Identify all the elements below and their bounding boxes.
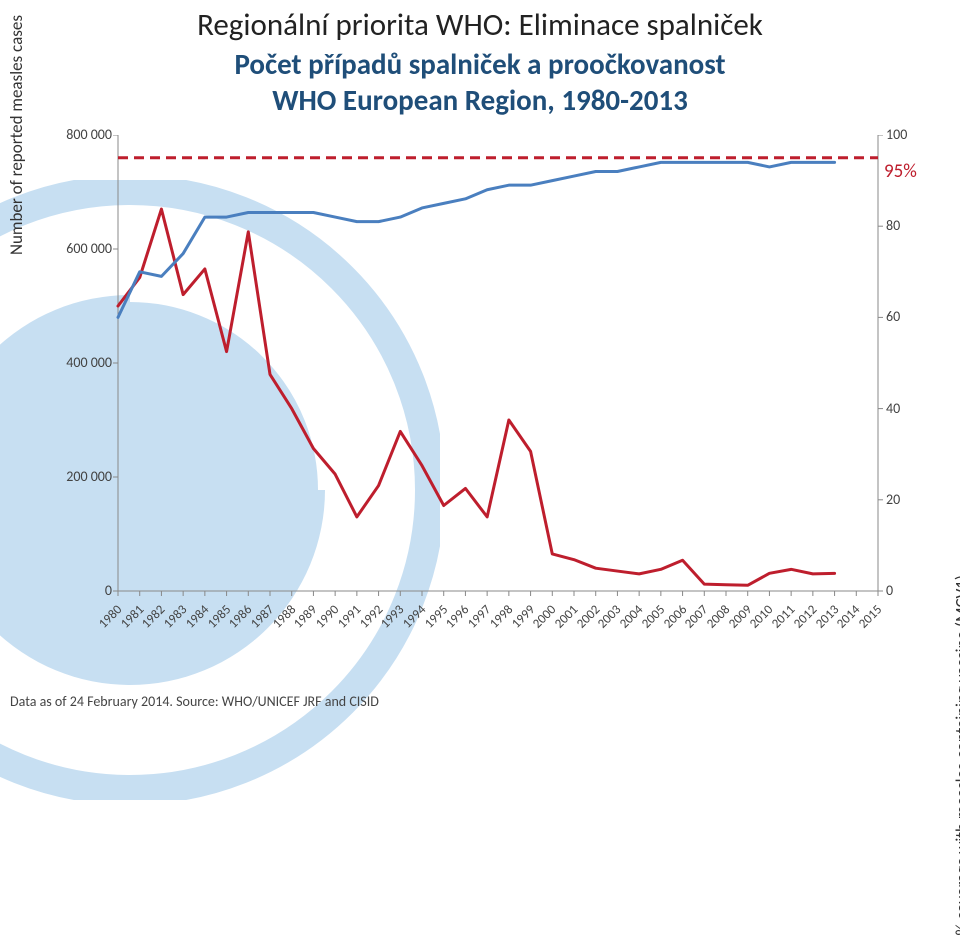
source-footnote: Data as of 24 February 2014. Source: WHO… bbox=[10, 693, 379, 710]
y-left-tick: 200 000 bbox=[54, 468, 112, 485]
chart-title-block: Regionální priorita WHO: Eliminace spaln… bbox=[0, 6, 960, 118]
y-left-tick: 400 000 bbox=[54, 354, 112, 371]
chart-svg bbox=[20, 135, 940, 665]
y-left-tick: 0 bbox=[54, 582, 112, 599]
y-right-tick: 100 bbox=[886, 126, 916, 143]
y-right-tick: 80 bbox=[886, 217, 916, 234]
target-95-label: 95% bbox=[884, 160, 917, 183]
y-left-tick: 800 000 bbox=[54, 126, 112, 143]
y-left-tick: 600 000 bbox=[54, 240, 112, 257]
title-line-2: Počet případů spalniček a proočkovanost bbox=[0, 46, 960, 82]
y-axis-right-label: % coverage with measles-containing vacci… bbox=[952, 575, 960, 936]
title-line-1: Regionální priorita WHO: Eliminace spaln… bbox=[0, 6, 960, 44]
y-right-tick: 0 bbox=[886, 582, 916, 599]
y-right-tick: 60 bbox=[886, 308, 916, 325]
y-right-tick: 40 bbox=[886, 400, 916, 417]
y-right-tick: 20 bbox=[886, 491, 916, 508]
chart-area: Number of reported measles cases % cover… bbox=[20, 135, 940, 665]
title-line-3: WHO European Region, 1980-2013 bbox=[0, 82, 960, 118]
